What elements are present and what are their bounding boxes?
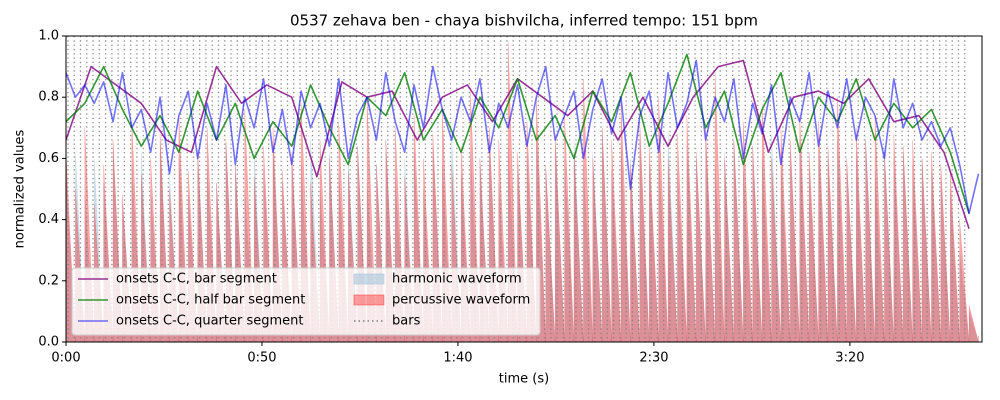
y-tick-label: 0.6 xyxy=(38,151,59,166)
y-tick-label: 0.4 xyxy=(38,212,59,227)
legend-label: onsets C-C, quarter segment xyxy=(116,314,303,329)
onset-line xyxy=(66,59,980,215)
waveform-area xyxy=(66,42,979,342)
y-tick-label: 1.0 xyxy=(38,29,59,44)
legend: onsets C-C, bar segment onsets C-C, half … xyxy=(71,267,541,336)
legend-label: percussive waveform xyxy=(392,293,530,308)
chart-title: 0537 zehava ben - chaya bishvilcha, infe… xyxy=(290,12,758,30)
x-tick-label: 0:00 xyxy=(51,351,80,366)
y-tick-label: 0.2 xyxy=(38,273,59,288)
x-tick-label: 1:40 xyxy=(443,351,472,366)
y-axis-label: normalized values xyxy=(13,129,28,248)
legend-box xyxy=(71,267,541,336)
legend-label: onsets C-C, bar segment xyxy=(116,272,277,287)
axes-frame xyxy=(65,35,983,343)
legend-label: harmonic waveform xyxy=(392,272,522,287)
legend-label: onsets C-C, half bar segment xyxy=(116,293,305,308)
axes: 0:00 0:50 1:40 2:30 3:20 0.0 0.2 0.4 0.6 0.8 1.0 xyxy=(38,29,864,366)
x-axis-label: time (s) xyxy=(499,372,549,387)
y-tick-label: 0.8 xyxy=(38,90,59,105)
legend-handle xyxy=(353,294,385,306)
x-tick-label: 0:50 xyxy=(247,351,276,366)
legend-label: bars xyxy=(392,314,421,329)
x-tick-label: 3:20 xyxy=(835,351,864,366)
x-tick-label: 2:30 xyxy=(639,351,668,366)
legend-handle xyxy=(353,273,385,285)
y-tick-label: 0.0 xyxy=(38,335,59,350)
